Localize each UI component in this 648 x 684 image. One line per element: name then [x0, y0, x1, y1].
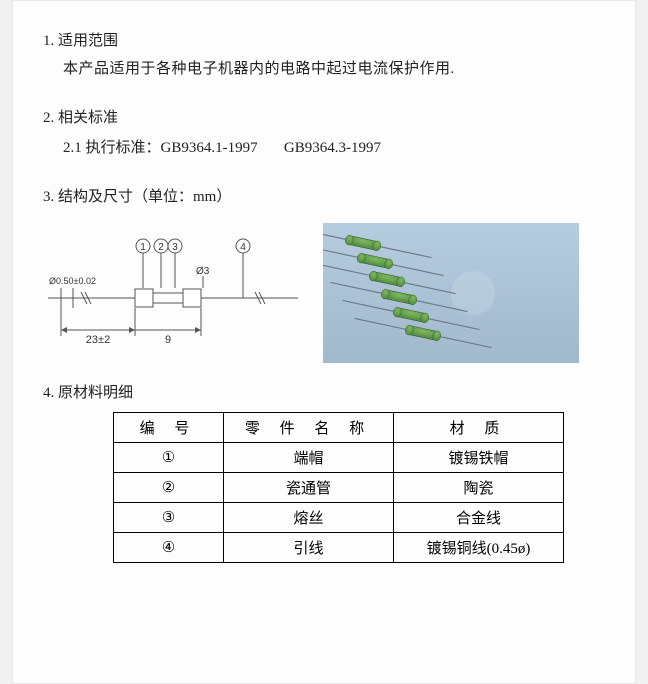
section-scope: 1. 适用范围 本产品适用于各种电子机器内的电路中起过电流保护作用. [43, 29, 605, 82]
svg-text:Ø0.50±0.02: Ø0.50±0.02 [49, 276, 96, 286]
dimension-diagram: 1 23 4 Ø0.50±0.02 Ø3 23±2 9 [43, 228, 303, 358]
cell-id: ③ [114, 503, 224, 533]
svg-text:3: 3 [172, 242, 178, 253]
document-page: 1. 适用范围 本产品适用于各种电子机器内的电路中起过电流保护作用. 2. 相关… [12, 0, 636, 684]
materials-table: 编 号 零 件 名 称 材 质 ① 端帽 镀锡铁帽 ② 瓷通管 陶瓷 ③ 熔丝 … [113, 412, 564, 563]
sub-number: 2.1 [63, 140, 82, 156]
table-row: ① 端帽 镀锡铁帽 [114, 443, 564, 473]
cell-material: 陶瓷 [394, 473, 564, 503]
col-header-material: 材 质 [394, 413, 564, 443]
col-header-name: 零 件 名 称 [224, 413, 394, 443]
cell-name: 引线 [224, 533, 394, 563]
svg-text:2: 2 [158, 242, 164, 253]
standard-code: GB9364.3-1997 [284, 140, 381, 156]
cell-id: ④ [114, 533, 224, 563]
svg-text:23±2: 23±2 [86, 334, 110, 346]
section-body: 本产品适用于各种电子机器内的电路中起过电流保护作用. [63, 57, 605, 83]
product-photo [323, 223, 579, 363]
table-header-row: 编 号 零 件 名 称 材 质 [114, 413, 564, 443]
cell-id: ① [114, 443, 224, 473]
svg-text:Ø3: Ø3 [196, 266, 210, 277]
svg-text:1: 1 [140, 242, 146, 253]
col-header-id: 编 号 [114, 413, 224, 443]
section-title: 原材料明细 [58, 385, 133, 401]
table-row: ③ 熔丝 合金线 [114, 503, 564, 533]
section-materials: 4. 原材料明细 [43, 381, 605, 407]
sub-label: 执行标准： [86, 140, 161, 156]
section-number: 3. [43, 189, 54, 205]
section-number: 4. [43, 385, 54, 401]
section-title: 相关标准 [58, 110, 118, 126]
table-row: ② 瓷通管 陶瓷 [114, 473, 564, 503]
section-sub: 2.1 执行标准：GB9364.1-1997 GB9364.3-1997 [63, 136, 605, 162]
section-number: 1. [43, 33, 54, 49]
standard-code: GB9364.1-1997 [161, 140, 258, 156]
figure-row: 1 23 4 Ø0.50±0.02 Ø3 23±2 9 [43, 223, 605, 363]
section-number: 2. [43, 110, 54, 126]
section-structure: 3. 结构及尺寸（单位：mm） [43, 185, 605, 211]
cell-material: 镀锡铜线(0.45ø) [394, 533, 564, 563]
svg-text:9: 9 [165, 334, 171, 346]
cell-name: 端帽 [224, 443, 394, 473]
cell-material: 合金线 [394, 503, 564, 533]
table-row: ④ 引线 镀锡铜线(0.45ø) [114, 533, 564, 563]
section-standards: 2. 相关标准 2.1 执行标准：GB9364.1-1997 GB9364.3-… [43, 106, 605, 161]
section-title: 适用范围 [58, 33, 118, 49]
cell-name: 熔丝 [224, 503, 394, 533]
cell-id: ② [114, 473, 224, 503]
cell-material: 镀锡铁帽 [394, 443, 564, 473]
svg-text:4: 4 [240, 242, 246, 253]
cell-name: 瓷通管 [224, 473, 394, 503]
section-title: 结构及尺寸（单位：mm） [58, 189, 231, 205]
